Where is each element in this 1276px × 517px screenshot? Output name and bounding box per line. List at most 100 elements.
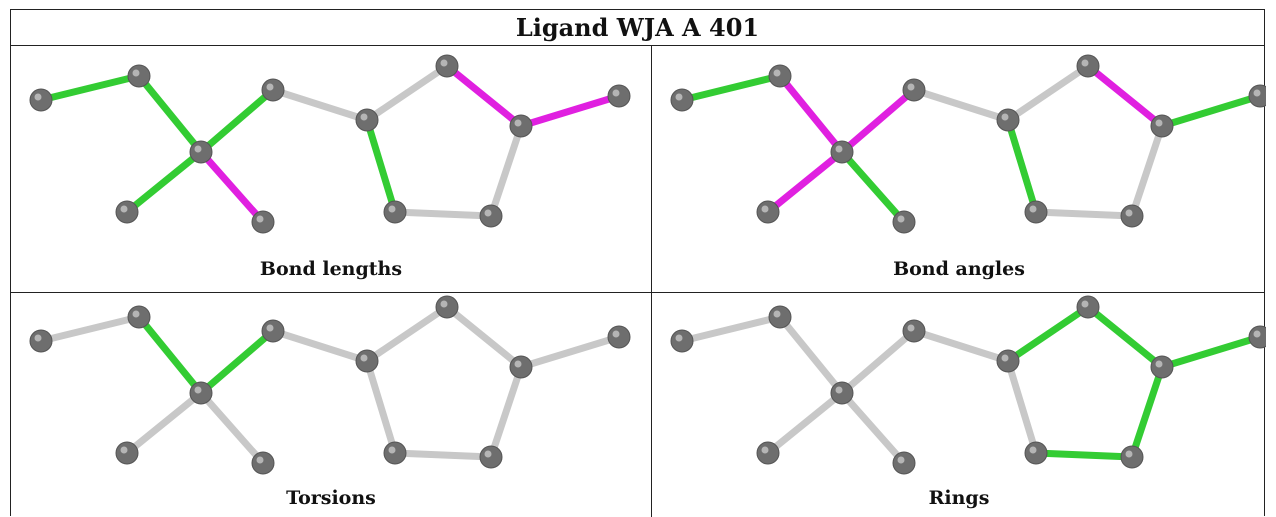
atom-highlight-3 bbox=[761, 205, 769, 213]
atom-8 bbox=[1150, 114, 1174, 138]
atom-highlight-2 bbox=[194, 145, 202, 153]
caption-bond-lengths: Bond lengths bbox=[259, 258, 403, 280]
atom-highlight-5 bbox=[907, 324, 915, 332]
bond-10-8 bbox=[487, 122, 525, 220]
atom-3 bbox=[756, 441, 780, 465]
atom-highlight-11 bbox=[1029, 446, 1037, 454]
bond-1-2 bbox=[135, 72, 205, 156]
bond-7-8 bbox=[1084, 303, 1166, 371]
atom-2 bbox=[830, 140, 854, 164]
atom-highlight-2 bbox=[835, 386, 843, 394]
atom-0 bbox=[670, 88, 694, 112]
caption-rings: Rings bbox=[928, 487, 990, 509]
atom-highlight-6 bbox=[360, 113, 368, 121]
atom-highlight-11 bbox=[1029, 205, 1037, 213]
bond-8-9 bbox=[1158, 333, 1264, 371]
figure-frame: Ligand WJA A 401 Bond lengths Bond angle… bbox=[10, 9, 1266, 517]
atom-10 bbox=[479, 204, 503, 228]
atom-highlight-10 bbox=[484, 209, 492, 217]
bond-10-8 bbox=[1128, 363, 1166, 461]
bond-2-3 bbox=[764, 389, 846, 457]
bond-0-1 bbox=[678, 72, 784, 104]
caption-bond-angles: Bond angles bbox=[893, 258, 1025, 280]
atom-highlight-4 bbox=[256, 456, 264, 464]
atom-highlight-10 bbox=[1125, 209, 1133, 217]
atom-10 bbox=[1120, 204, 1144, 228]
panel-torsions: Torsions bbox=[11, 293, 651, 517]
bond-11-10 bbox=[391, 449, 495, 461]
figure-title: Ligand WJA A 401 bbox=[11, 10, 1264, 46]
atom-0 bbox=[670, 329, 694, 353]
caption-torsions: Torsions bbox=[286, 487, 376, 509]
atom-highlight-3 bbox=[120, 205, 128, 213]
atom-8 bbox=[509, 355, 533, 379]
atom-9 bbox=[607, 84, 631, 108]
atom-highlight-1 bbox=[773, 69, 781, 77]
bond-6-11 bbox=[363, 357, 399, 457]
atom-11 bbox=[1024, 200, 1048, 224]
bond-6-7 bbox=[1004, 62, 1092, 124]
panel-rings: Rings bbox=[652, 293, 1266, 517]
bond-2-3 bbox=[764, 148, 846, 216]
atom-7 bbox=[435, 295, 459, 319]
atom-4 bbox=[892, 210, 916, 234]
atom-highlight-9 bbox=[612, 330, 620, 338]
atom-highlight-3 bbox=[120, 446, 128, 454]
atom-highlight-11 bbox=[388, 446, 396, 454]
molecule-bond-angles bbox=[670, 54, 1266, 234]
atom-6 bbox=[996, 108, 1020, 132]
atom-1 bbox=[127, 64, 151, 88]
bond-6-7 bbox=[363, 62, 451, 124]
atom-highlight-9 bbox=[1253, 89, 1261, 97]
atom-10 bbox=[479, 445, 503, 469]
atom-highlight-6 bbox=[1001, 113, 1009, 121]
atom-highlight-1 bbox=[132, 69, 140, 77]
atom-highlight-0 bbox=[34, 93, 42, 101]
bond-2-5 bbox=[197, 86, 277, 156]
atom-highlight-5 bbox=[907, 83, 915, 91]
atom-1 bbox=[768, 64, 792, 88]
atom-highlight-7 bbox=[440, 300, 448, 308]
grid-divider-vertical bbox=[651, 46, 652, 517]
atom-10 bbox=[1120, 445, 1144, 469]
atom-highlight-9 bbox=[1253, 330, 1261, 338]
atom-11 bbox=[383, 200, 407, 224]
atom-0 bbox=[29, 88, 53, 112]
bond-5-6 bbox=[910, 86, 1012, 124]
atom-highlight-6 bbox=[360, 354, 368, 362]
bond-7-8 bbox=[443, 303, 525, 371]
atom-1 bbox=[127, 305, 151, 329]
bond-2-3 bbox=[123, 389, 205, 457]
atom-6 bbox=[996, 349, 1020, 373]
atom-3 bbox=[115, 200, 139, 224]
atom-highlight-11 bbox=[388, 205, 396, 213]
bond-0-1 bbox=[37, 72, 143, 104]
atom-5 bbox=[902, 319, 926, 343]
atom-1 bbox=[768, 305, 792, 329]
atom-4 bbox=[892, 451, 916, 475]
bond-5-6 bbox=[910, 327, 1012, 365]
atom-highlight-8 bbox=[1155, 360, 1163, 368]
atom-5 bbox=[902, 78, 926, 102]
bond-10-8 bbox=[487, 363, 525, 461]
atom-6 bbox=[355, 349, 379, 373]
bond-7-8 bbox=[1084, 62, 1166, 130]
bond-11-10 bbox=[391, 208, 495, 220]
bond-1-2 bbox=[776, 72, 846, 156]
panel-bond-angles: Bond angles bbox=[652, 46, 1266, 292]
atom-5 bbox=[261, 78, 285, 102]
atom-highlight-0 bbox=[675, 93, 683, 101]
bond-6-11 bbox=[1004, 116, 1040, 216]
atom-highlight-2 bbox=[835, 145, 843, 153]
bond-2-5 bbox=[838, 327, 918, 397]
atom-highlight-7 bbox=[1081, 59, 1089, 67]
bond-2-4 bbox=[838, 148, 908, 226]
bond-11-10 bbox=[1032, 449, 1136, 461]
atom-highlight-2 bbox=[194, 386, 202, 394]
bond-5-6 bbox=[269, 327, 371, 365]
bond-2-4 bbox=[197, 389, 267, 467]
bond-6-7 bbox=[1004, 303, 1092, 365]
atom-9 bbox=[607, 325, 631, 349]
bond-0-1 bbox=[37, 313, 143, 345]
atom-highlight-0 bbox=[34, 334, 42, 342]
